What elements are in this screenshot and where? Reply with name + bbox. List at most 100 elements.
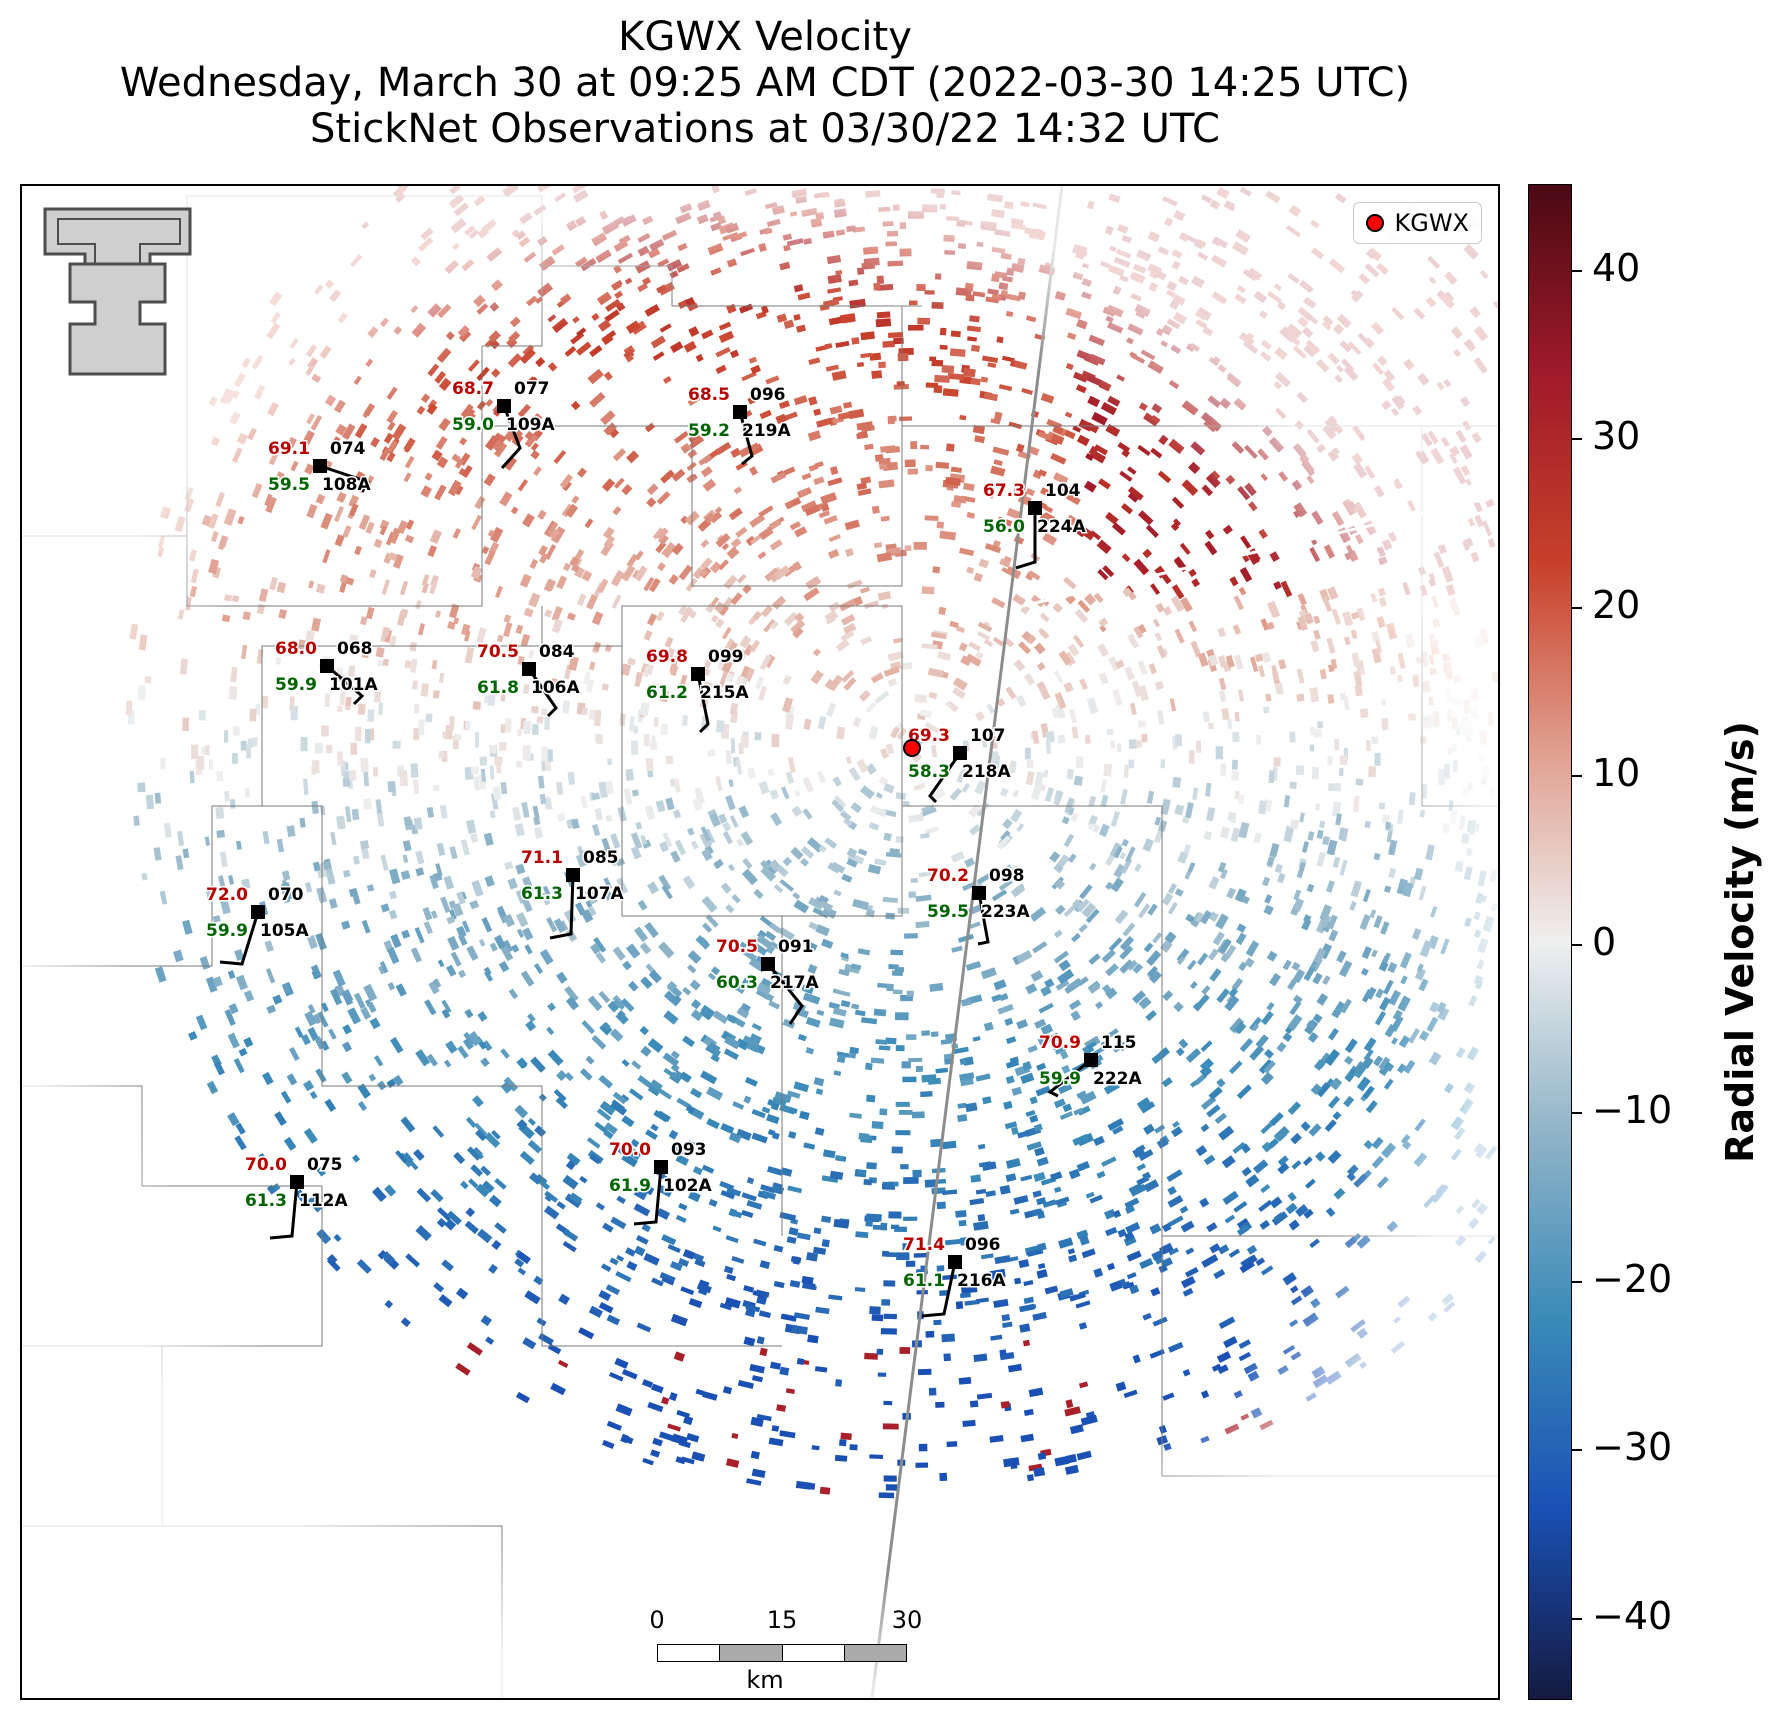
station-106A[interactable]: 70.5 084 61.8 106A	[476, 641, 582, 718]
station-223A[interactable]: 70.2 098 59.5 223A	[926, 865, 1032, 946]
station-id: 217A	[770, 973, 819, 993]
wind-barb-icon	[921, 1261, 957, 1318]
station-marker-icon	[948, 1255, 962, 1269]
station-temperature: 70.5	[477, 642, 519, 662]
title-line-3: StickNet Observations at 03/30/22 14:32 …	[310, 106, 1220, 152]
station-wind-direction: 084	[539, 642, 575, 662]
station-101A[interactable]: 68.0 068 59.9 101A	[274, 638, 380, 706]
station-temperature: 70.5	[716, 937, 758, 957]
wind-barb-icon	[1015, 508, 1037, 570]
station-dewpoint: 59.9	[275, 675, 317, 695]
station-dewpoint: 61.8	[477, 678, 519, 698]
station-id: 215A	[700, 683, 749, 703]
station-222A[interactable]: 70.9 115 59.9 222A	[1038, 1032, 1144, 1098]
station-id: 216A	[957, 1271, 1006, 1291]
station-216A[interactable]: 71.4 096 61.1 216A	[902, 1234, 1008, 1318]
station-temperature: 71.1	[521, 848, 563, 868]
station-dewpoint: 56.0	[983, 517, 1025, 537]
station-215A[interactable]: 69.8 099 61.2 215A	[645, 646, 751, 734]
station-dewpoint: 61.2	[646, 683, 688, 703]
station-224A[interactable]: 67.3 104 56.0 224A	[982, 480, 1088, 570]
scale-tick-30: 30	[891, 1606, 923, 1634]
station-marker-icon	[497, 399, 511, 413]
wind-barb-icon	[326, 664, 365, 706]
station-marker-icon	[1028, 501, 1042, 515]
station-marker-icon	[691, 667, 705, 681]
station-wind-direction: 077	[514, 379, 550, 399]
station-109A[interactable]: 68.7 077 59.0 109A	[451, 378, 557, 470]
station-wind-direction: 107	[970, 726, 1006, 746]
station-temperature: 70.0	[245, 1155, 287, 1175]
station-marker-icon	[953, 746, 967, 760]
station-marker-icon	[654, 1160, 668, 1174]
station-id: 108A	[322, 475, 371, 495]
title-line-1: KGWX Velocity	[618, 14, 912, 60]
station-temperature: 68.7	[452, 379, 494, 399]
station-temperature: 68.0	[275, 639, 317, 659]
map-legend: KGWX	[1353, 202, 1482, 244]
station-id: 112A	[299, 1191, 348, 1211]
station-wind-direction: 074	[330, 439, 366, 459]
station-id: 223A	[981, 902, 1030, 922]
station-102A[interactable]: 70.0 093 61.9 102A	[608, 1139, 714, 1226]
colorbar-tick: −30	[1572, 1428, 1682, 1466]
station-temperature: 70.9	[1039, 1033, 1081, 1053]
station-dewpoint: 59.9	[1039, 1069, 1081, 1089]
texas-tech-logo-icon	[40, 204, 200, 388]
station-temperature: 71.4	[903, 1235, 945, 1255]
colorbar-tick: 0	[1572, 923, 1682, 961]
station-219A[interactable]: 68.5 096 59.2 219A	[687, 384, 793, 466]
station-dewpoint: 61.1	[903, 1271, 945, 1291]
colorbar-tick: −40	[1572, 1597, 1682, 1635]
velocity-colorbar	[1528, 184, 1572, 1700]
station-temperature: 68.5	[688, 385, 730, 405]
station-marker-icon	[320, 659, 334, 673]
station-dewpoint: 61.3	[521, 884, 563, 904]
station-wind-direction: 099	[708, 647, 744, 667]
station-temperature: 70.2	[927, 866, 969, 886]
station-marker-icon	[733, 405, 747, 419]
colorbar-tick: 20	[1572, 586, 1682, 624]
radar-site-marker	[903, 739, 921, 757]
station-wind-direction: 091	[778, 937, 814, 957]
radar-map[interactable]: 68.7 077 59.0 109A 69.1 074 59.5 108A 68.5 096 59.…	[20, 184, 1500, 1700]
wind-barb-icon	[500, 405, 522, 470]
station-dewpoint: 59.5	[927, 902, 969, 922]
wind-barb-icon	[766, 963, 804, 1025]
station-wind-direction: 068	[337, 639, 373, 659]
station-marker-icon	[251, 905, 265, 919]
station-id: 105A	[260, 921, 309, 941]
station-id: 102A	[663, 1176, 712, 1196]
station-marker-icon	[313, 459, 327, 473]
station-id: 222A	[1093, 1069, 1142, 1089]
station-temperature: 69.1	[268, 439, 310, 459]
station-dewpoint: 59.2	[688, 421, 730, 441]
station-id: 106A	[531, 678, 580, 698]
station-wind-direction: 096	[965, 1235, 1001, 1255]
station-dewpoint: 61.9	[609, 1176, 651, 1196]
station-temperature: 72.0	[206, 885, 248, 905]
station-dewpoint: 61.3	[245, 1191, 287, 1211]
station-dewpoint: 59.9	[206, 921, 248, 941]
wind-barb-icon	[219, 911, 260, 966]
station-105A[interactable]: 72.0 070 59.9 105A	[205, 884, 311, 966]
station-id: 218A	[962, 762, 1011, 782]
station-wind-direction: 096	[750, 385, 786, 405]
colorbar-tick: 40	[1572, 249, 1682, 287]
station-temperature: 67.3	[983, 481, 1025, 501]
station-112A[interactable]: 70.0 075 61.3 112A	[244, 1154, 350, 1240]
station-dewpoint: 59.0	[452, 415, 494, 435]
station-id: 109A	[506, 415, 555, 435]
station-wind-direction: 075	[307, 1155, 343, 1175]
wind-barb-icon	[696, 673, 710, 734]
station-217A[interactable]: 70.5 091 60.3 217A	[715, 936, 821, 1025]
scale-bar-segments	[657, 1644, 907, 1662]
station-wind-direction: 070	[268, 885, 304, 905]
station-107A[interactable]: 71.1 085 61.3 107A	[520, 847, 626, 940]
radar-map-canvas: 68.7 077 59.0 109A 69.1 074 59.5 108A 68.5 096 59.…	[22, 186, 1498, 1698]
colorbar-ticks: 40 30 20 10 0 −10 −20 −30 −40	[1572, 184, 1682, 1700]
station-108A[interactable]: 69.1 074 59.5 108A	[267, 438, 373, 497]
wind-barb-icon	[977, 892, 990, 946]
scale-tick-0: 0	[649, 1606, 665, 1634]
